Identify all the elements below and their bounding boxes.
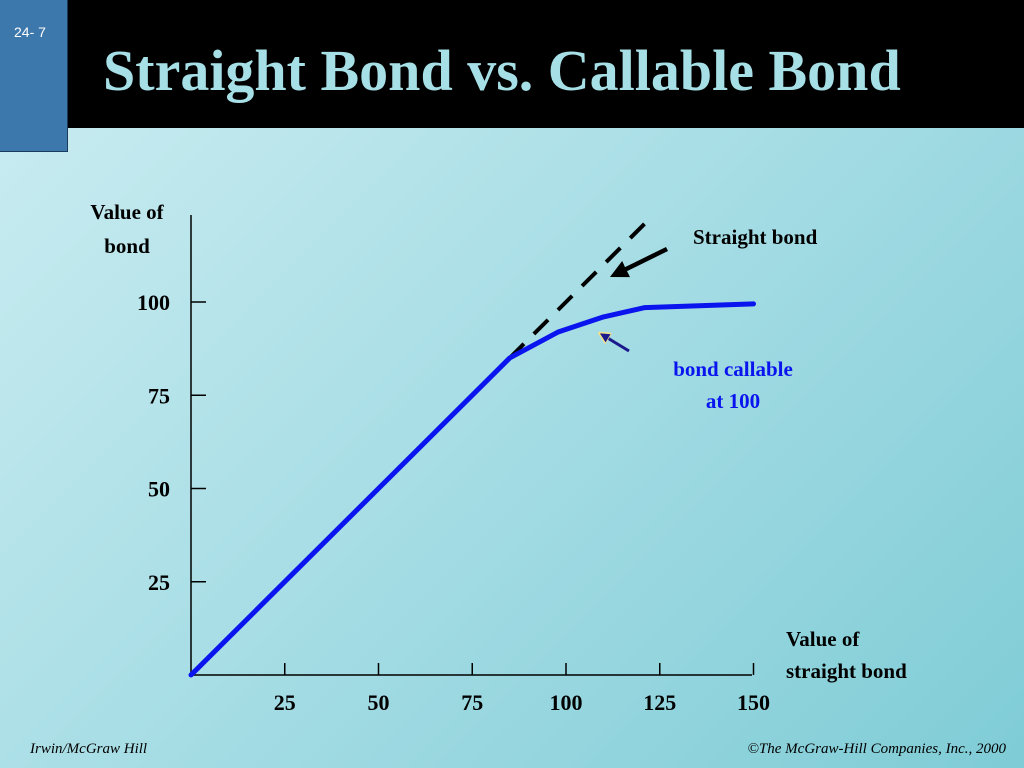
x-tick-label: 25 <box>274 690 296 715</box>
x-tick-label: 50 <box>368 690 390 715</box>
y-axis-label: Value of <box>90 200 164 224</box>
x-tick-label: 75 <box>461 690 483 715</box>
straight-bond-line <box>508 214 654 360</box>
y-tick-label: 75 <box>148 383 170 408</box>
callable-bond-annotation: at 100 <box>706 389 760 413</box>
callable-bond-arrow <box>601 334 630 353</box>
straight-bond-arrow <box>609 246 668 278</box>
y-tick-label: 100 <box>137 290 170 315</box>
callable-bond-line <box>188 301 756 678</box>
y-axis-label: bond <box>104 234 150 258</box>
slide-title: Straight Bond vs. Callable Bond <box>103 38 901 103</box>
x-tick-label: 150 <box>737 690 770 715</box>
x-tick-label: 100 <box>550 690 583 715</box>
footer-copyright: ©The McGraw-Hill Companies, Inc., 2000 <box>747 741 1006 757</box>
x-axis-label: Value of <box>786 627 860 651</box>
footer-publisher: Irwin/McGraw Hill <box>30 741 148 757</box>
slide-number: 24- 7 <box>14 24 46 40</box>
title-bar <box>0 0 1024 128</box>
slide-number-badge: 24- 7 <box>0 0 68 152</box>
callable-bond-annotation: bond callable <box>673 357 793 381</box>
straight-bond-annotation: Straight bond <box>693 225 818 249</box>
y-tick-label: 25 <box>148 570 170 595</box>
x-axis-label: straight bond <box>786 659 907 683</box>
y-tick-label: 50 <box>148 477 170 502</box>
x-tick-label: 125 <box>643 690 676 715</box>
